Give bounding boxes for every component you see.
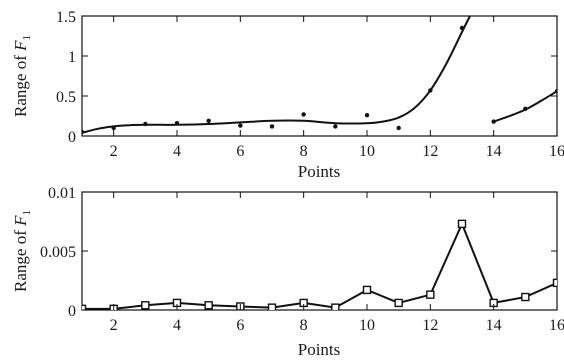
- bottom-x-tick-label: 2: [110, 317, 118, 334]
- bottom-data-marker: [362, 285, 372, 295]
- bottom-x-tick-label: 4: [173, 317, 181, 334]
- top-x-axis-label: Points: [298, 162, 341, 181]
- top-x-tick-label: 16: [549, 143, 564, 160]
- top-fit-curve-1: [82, 16, 471, 134]
- bottom-panel: 2 4 6 8 10 12 14 16 0 0.005 0.01 Points Range of …: [11, 185, 564, 359]
- top-plot-frame: [81, 15, 558, 137]
- bottom-x-axis-label: Points: [298, 340, 341, 359]
- top-data-point: [491, 119, 496, 124]
- bottom-data-marker: [521, 292, 530, 302]
- bottom-series-line: [82, 221, 557, 310]
- bottom-x-tick-label: 16: [549, 317, 564, 334]
- top-data-point: [174, 121, 180, 126]
- bottom-x-tick-label: 10: [359, 317, 375, 334]
- top-data-point: [269, 124, 275, 129]
- bottom-marks: [82, 219, 557, 310]
- bottom-y-tick-label: 0: [68, 303, 76, 320]
- top-fit-curve-2: [493, 90, 557, 123]
- bottom-data-marker: [457, 219, 467, 229]
- top-data-point: [238, 123, 243, 128]
- top-y-tick-label: 0: [68, 129, 76, 146]
- bottom-y-tick-label: 0.01: [48, 185, 76, 202]
- bottom-x-tick-label: 8: [300, 317, 308, 334]
- bottom-y-label-prefix: Range of: [11, 226, 30, 292]
- top-x-tick-label: 12: [422, 143, 438, 160]
- bottom-y-ticks: 0 0.005 0.01: [40, 185, 557, 320]
- top-data-point: [396, 125, 401, 131]
- top-data-point: [523, 106, 528, 112]
- bottom-x-tick-label: 6: [236, 317, 244, 334]
- top-data-point: [459, 25, 465, 31]
- top-data-point: [206, 118, 211, 124]
- bottom-plot-area: [82, 219, 557, 310]
- top-y-label-var: F: [11, 40, 30, 52]
- top-y-tick-label: 1.5: [56, 9, 76, 26]
- top-data-point: [111, 125, 116, 131]
- top-y-axis-label: Range of F1: [11, 35, 33, 117]
- bottom-y-tick-label: 0.005: [40, 244, 76, 261]
- top-panel: 2 4 6 8 10 12 14 16 00.511.5 Points Range of F1: [11, 9, 564, 181]
- top-x-tick-label: 6: [236, 143, 244, 160]
- bottom-data-marker: [331, 303, 340, 310]
- top-data-point: [301, 112, 306, 117]
- top-data-point: [333, 124, 338, 129]
- bottom-x-tick-label: 12: [422, 317, 438, 334]
- top-y-tick-label: 0.5: [56, 89, 76, 106]
- top-y-label-sub: 1: [21, 35, 33, 41]
- top-data-point: [428, 88, 433, 93]
- top-y-label-prefix: Range of: [11, 51, 30, 117]
- bottom-data-marker: [204, 301, 213, 310]
- bottom-data-marker: [552, 278, 557, 288]
- bottom-y-label-sub: 1: [21, 210, 33, 216]
- bottom-plot-frame: [81, 191, 558, 311]
- top-x-tick-label: 10: [359, 143, 375, 160]
- top-data-point: [143, 121, 148, 127]
- bottom-data-marker: [394, 298, 403, 308]
- top-data-point: [364, 113, 370, 118]
- bottom-x-ticks: 2 4 6 8 10 12 14 16: [110, 192, 564, 334]
- top-x-ticks: 2 4 6 8 10 12 14 16: [110, 16, 564, 160]
- top-marks: [82, 16, 557, 135]
- top-y-tick-label: 1: [68, 49, 76, 66]
- top-x-tick-label: 2: [110, 143, 118, 160]
- top-data-point: [82, 129, 85, 135]
- bottom-data-marker: [141, 301, 150, 310]
- bottom-data-marker: [426, 290, 435, 299]
- top-y-ticks: 0 0.5 1 1.5: [56, 9, 557, 146]
- top-x-tick-label: 8: [300, 143, 308, 160]
- top-plot-area: [82, 16, 557, 135]
- bottom-data-marker: [267, 303, 277, 310]
- bottom-x-tick-label: 14: [486, 317, 502, 334]
- bottom-data-marker: [82, 304, 87, 310]
- top-x-tick-label: 4: [173, 143, 181, 160]
- bottom-y-axis-label: Range of F1: [11, 210, 33, 292]
- top-x-tick-label: 14: [486, 143, 502, 160]
- bottom-y-label-var: F: [11, 215, 30, 227]
- top-data-point: [554, 89, 557, 94]
